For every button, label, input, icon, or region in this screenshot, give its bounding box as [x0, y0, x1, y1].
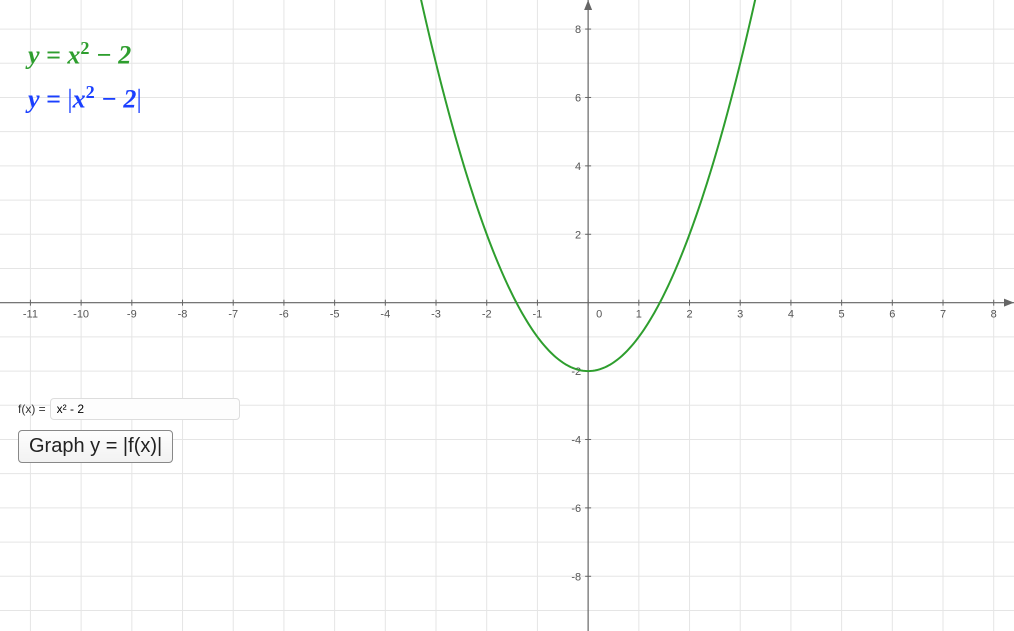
svg-text:-9: -9: [127, 309, 137, 321]
svg-text:4: 4: [575, 161, 581, 173]
svg-text:-11: -11: [23, 309, 38, 321]
svg-text:6: 6: [889, 309, 895, 321]
svg-text:5: 5: [839, 309, 845, 321]
coordinate-plane[interactable]: -11-10-9-8-7-6-5-4-3-2-1012345678-8-6-4-…: [0, 0, 1014, 631]
equation-abs-f: y = |x2 − 2|: [28, 82, 142, 115]
equation-f: y = x2 − 2: [28, 38, 131, 71]
graph-abs-button[interactable]: Graph y = |f(x)|: [18, 430, 173, 463]
svg-text:1: 1: [636, 309, 642, 321]
svg-text:-1: -1: [533, 309, 543, 321]
svg-text:-2: -2: [482, 309, 492, 321]
svg-text:-8: -8: [178, 309, 188, 321]
function-input-row: f(x) =: [18, 398, 240, 420]
svg-text:-7: -7: [228, 309, 238, 321]
svg-text:6: 6: [575, 92, 581, 104]
svg-text:8: 8: [991, 309, 997, 321]
svg-text:8: 8: [575, 24, 581, 36]
svg-text:4: 4: [788, 309, 794, 321]
function-input[interactable]: [50, 398, 240, 420]
svg-text:-4: -4: [571, 434, 581, 446]
svg-text:3: 3: [737, 309, 743, 321]
svg-text:2: 2: [686, 309, 692, 321]
function-input-label: f(x) =: [18, 402, 46, 416]
svg-text:-6: -6: [279, 309, 289, 321]
svg-text:-3: -3: [431, 309, 441, 321]
svg-text:2: 2: [575, 229, 581, 241]
svg-text:0: 0: [596, 309, 602, 321]
svg-text:-6: -6: [571, 503, 581, 515]
svg-text:-5: -5: [330, 309, 340, 321]
svg-text:7: 7: [940, 309, 946, 321]
svg-text:-8: -8: [571, 571, 581, 583]
svg-text:-10: -10: [73, 309, 89, 321]
svg-text:-4: -4: [380, 309, 390, 321]
